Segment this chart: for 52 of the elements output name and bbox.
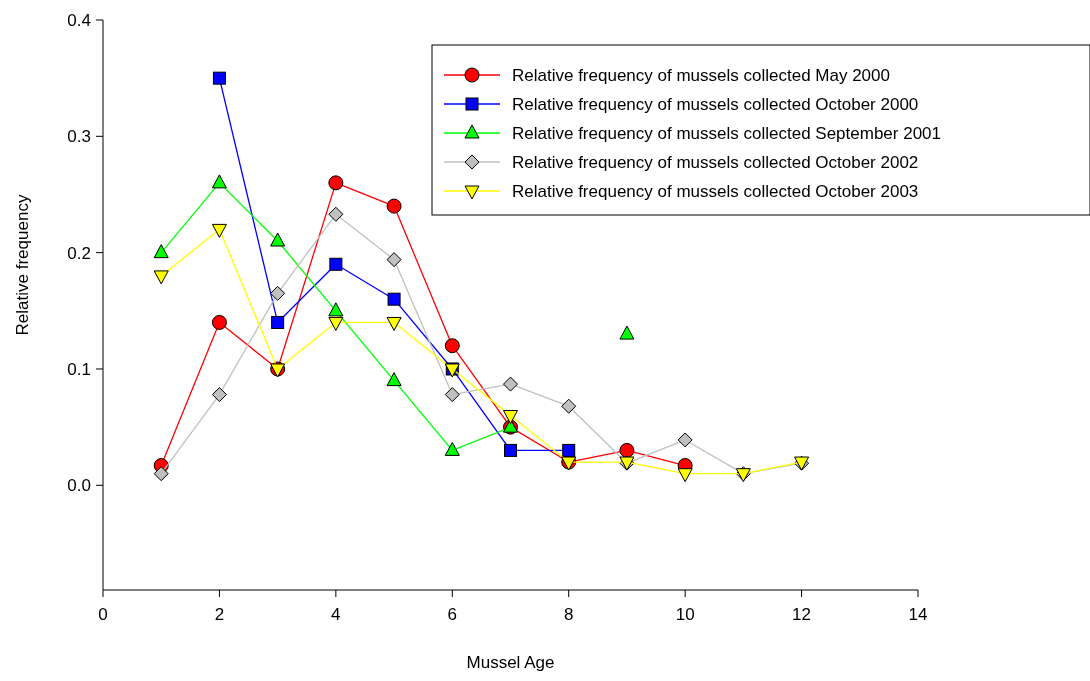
x-tick-label: 6 [447,605,458,624]
point [211,314,227,330]
point [329,257,343,271]
legend-label: Relative frequency of mussels collected September 2001 [512,124,942,143]
point [386,198,402,214]
point [504,443,517,457]
point [211,223,227,238]
point [211,387,227,403]
legend-label: Relative frequency of mussels collected October 2002 [512,153,919,172]
y-axis-title: Relative frequency [13,194,32,336]
y-tick-label: 0.1 [67,359,91,379]
x-tick-label: 12 [792,605,812,624]
point [328,316,344,331]
x-tick-label: 4 [331,605,341,624]
point [328,206,344,222]
point [153,244,169,259]
point [212,71,226,85]
y-tick-label: 0.0 [67,476,91,496]
point [562,443,576,457]
point [270,232,286,247]
point [271,315,285,329]
y-tick-label: 0.2 [67,243,91,263]
point [386,252,402,268]
point [153,270,169,285]
x-tick-label: 10 [675,605,695,624]
point [211,174,227,189]
point [387,292,401,306]
legend-label: Relative frequency of mussels collected May 2000 [512,66,890,85]
point [561,398,577,414]
point [619,325,635,340]
x-tick-label: 8 [563,605,574,624]
point [270,285,286,301]
point [386,316,402,331]
y-tick-label: 0.3 [67,127,91,147]
y-tick-label: 0.4 [67,11,91,30]
point [677,468,693,483]
point [677,432,693,448]
point [153,466,169,482]
legend-label: Relative frequency of mussels collected October 2003 [512,182,919,201]
point [444,338,460,354]
point [328,175,344,191]
point [444,387,460,403]
legend-label: Relative frequency of mussels collected October 2000 [512,95,919,114]
x-axis-title: Mussel Age [466,653,555,672]
point [503,410,518,425]
x-tick-label: 14 [908,605,928,624]
point [328,302,344,317]
point [386,372,402,387]
x-tick-label: 2 [214,605,225,624]
point [503,376,518,392]
x-tick-label: 0 [98,605,108,624]
point [619,442,635,458]
